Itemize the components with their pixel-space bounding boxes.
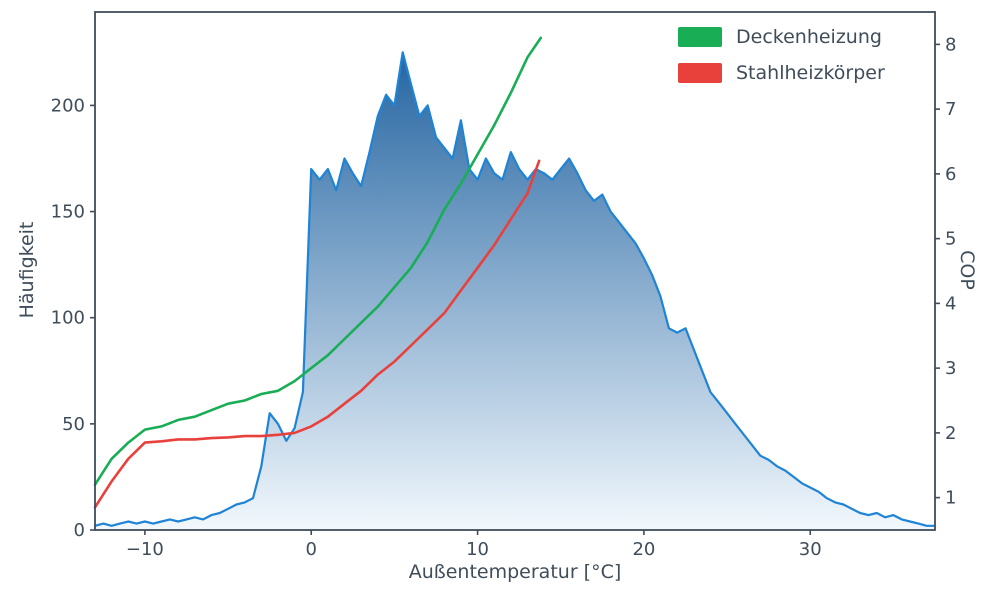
y-tick-label-left: 100	[51, 308, 85, 329]
y-tick-label-left: 50	[62, 414, 85, 435]
x-tick-label: −10	[126, 539, 164, 560]
cop-line-0	[93, 36, 543, 486]
y-tick-label-right: 4	[945, 293, 956, 314]
x-axis-label: Außentemperatur [°C]	[408, 561, 622, 583]
y-tick-label-left: 150	[51, 202, 85, 223]
y-tick-label-right: 5	[945, 229, 956, 250]
y-axis-label-right: COP	[956, 250, 978, 290]
cop-line-1	[93, 159, 541, 509]
y-tick-label-right: 7	[945, 99, 956, 120]
legend-item-stahlheizkoerper: Stahlheizkörper	[678, 62, 885, 84]
legend-swatch-stahlheizkoerper	[678, 63, 722, 83]
y-axis-label-left: Häufigkeit	[16, 221, 38, 319]
y-tick-label-right: 3	[945, 358, 956, 379]
legend-swatch-deckenheizung	[678, 27, 722, 47]
x-tick-label: 10	[466, 539, 489, 560]
y-tick-label-left: 0	[74, 520, 85, 541]
legend: Deckenheizung Stahlheizkörper	[678, 26, 885, 84]
histogram-line	[94, 51, 935, 527]
y-tick-label-left: 200	[51, 95, 85, 116]
plot-border	[94, 11, 936, 531]
x-tick-label: 20	[632, 539, 655, 560]
y-tick-label-right: 2	[945, 423, 956, 444]
y-tick-label-right: 6	[945, 164, 956, 185]
y-tick-label-right: 1	[945, 488, 956, 509]
legend-item-deckenheizung: Deckenheizung	[678, 26, 885, 48]
histogram-area	[95, 52, 935, 531]
legend-label-deckenheizung: Deckenheizung	[736, 26, 882, 48]
x-tick-label: 30	[799, 539, 822, 560]
x-tick-label: 0	[306, 539, 317, 560]
y-tick-label-right: 8	[945, 34, 956, 55]
legend-label-stahlheizkoerper: Stahlheizkörper	[736, 62, 885, 84]
